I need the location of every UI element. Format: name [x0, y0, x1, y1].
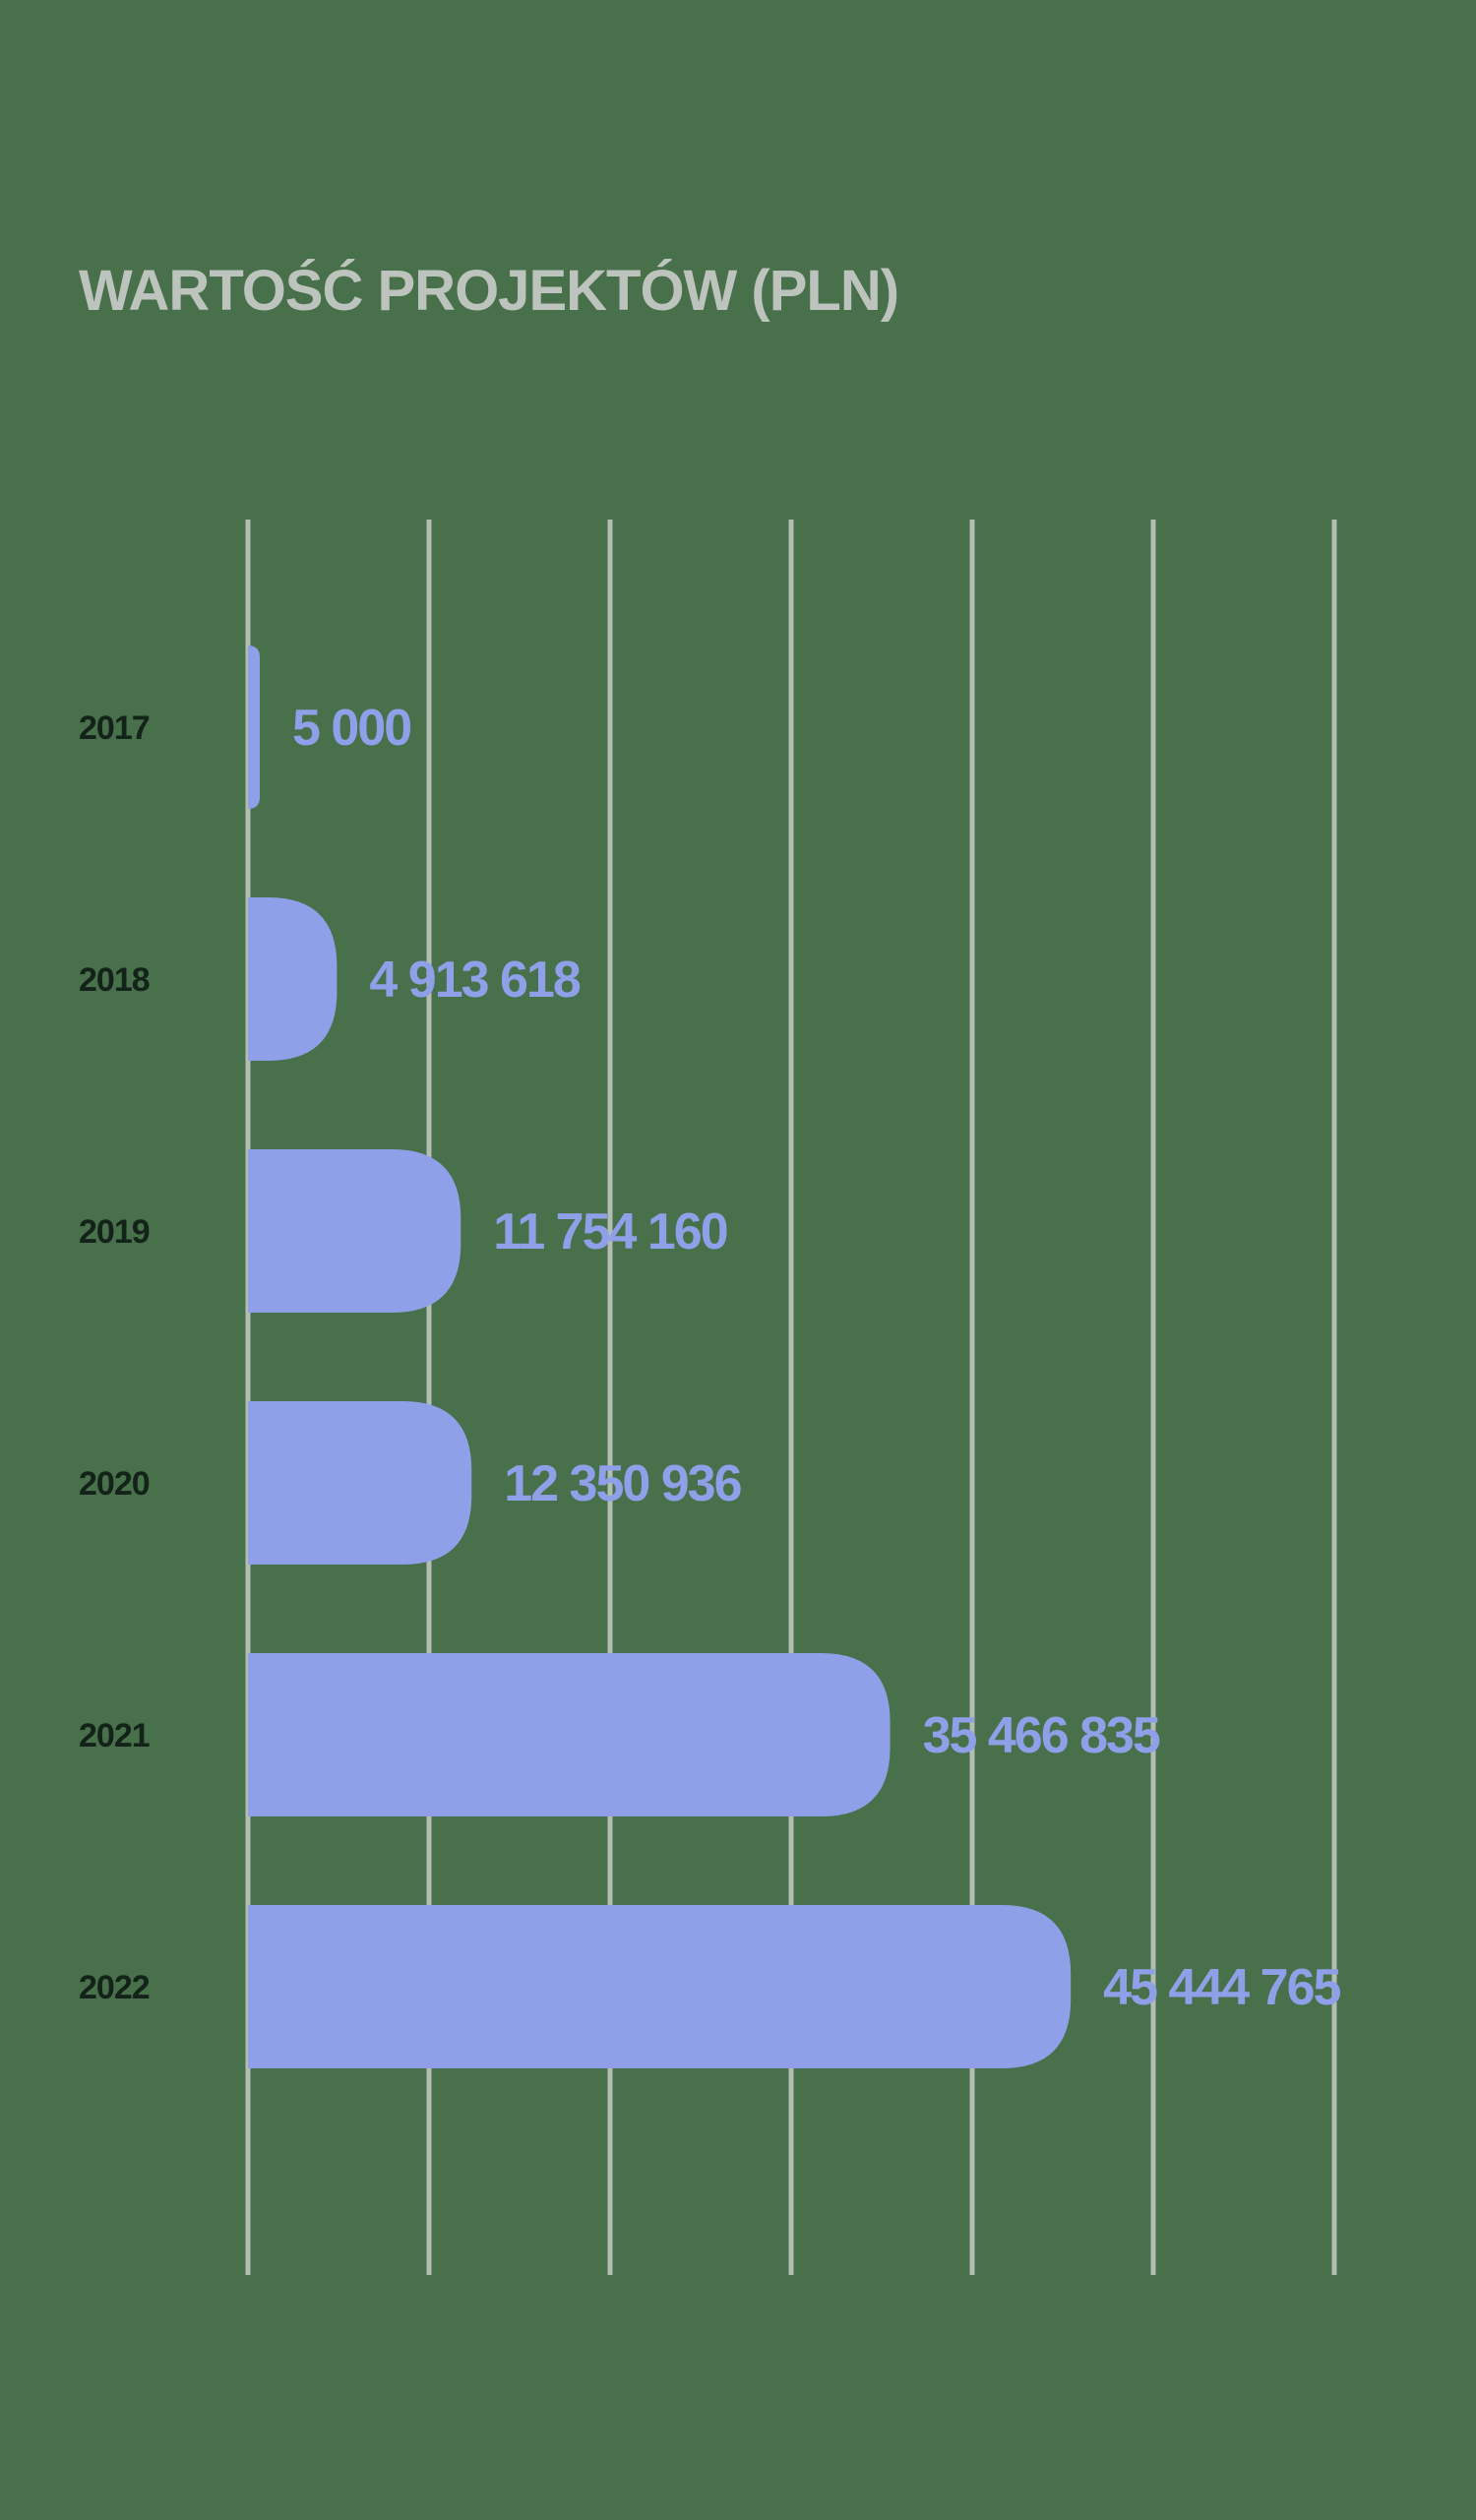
bar-2019 — [248, 1149, 461, 1313]
category-label-2022: 2022 — [79, 1969, 150, 2006]
value-label-2022: 45 444 765 — [1103, 1959, 1340, 2016]
category-label-2017: 2017 — [79, 709, 150, 747]
category-label-2019: 2019 — [79, 1213, 150, 1251]
value-label-2021: 35 466 835 — [923, 1707, 1160, 1764]
category-label-2021: 2021 — [79, 1717, 150, 1754]
category-label-2018: 2018 — [79, 961, 150, 999]
bar-2021 — [248, 1653, 891, 1816]
bar-2020 — [248, 1401, 472, 1565]
bar-2018 — [248, 897, 338, 1061]
value-label-2019: 11 754 160 — [493, 1203, 726, 1260]
chart-title: WARTOŚĆ PROJEKTÓW (PLN) — [79, 259, 899, 323]
value-labels: 5 000 4 913 618 11 754 160 12 350 936 35 466… — [292, 700, 1343, 2016]
category-label-2020: 2020 — [79, 1465, 150, 1503]
bar-2017 — [248, 645, 260, 809]
gridlines — [245, 520, 1337, 2275]
value-label-2017: 5 000 — [292, 700, 410, 757]
value-label-2018: 4 913 618 — [369, 952, 580, 1009]
value-label-2020: 12 350 936 — [504, 1455, 741, 1512]
bars — [248, 645, 1072, 2068]
bar-2022 — [248, 1905, 1072, 2068]
category-labels: 2017 2018 2019 2020 2021 2022 — [79, 709, 151, 2006]
